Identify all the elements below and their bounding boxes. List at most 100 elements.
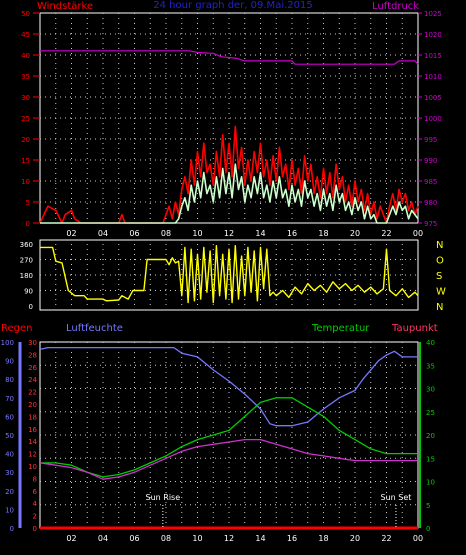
climate-panel: Regen Luftfeuchte Temperatur Taupunkt 02… bbox=[1, 323, 438, 543]
x-tick-label: 02 bbox=[66, 229, 76, 238]
y-tick-label-inner: 8 bbox=[33, 475, 37, 483]
y-tick-label-right: W bbox=[436, 287, 446, 298]
dewpoint-axis-label: Taupunkt bbox=[391, 323, 438, 334]
y-tick-label-left: 50 bbox=[21, 10, 30, 18]
series-direction bbox=[40, 244, 419, 304]
y-tick-label-right: 1025 bbox=[424, 10, 442, 18]
x-tick-label: 08 bbox=[161, 534, 171, 543]
series-dewpoint bbox=[39, 438, 418, 480]
y-tick-label-left: 40 bbox=[21, 52, 30, 60]
series-temperature bbox=[40, 397, 418, 478]
x-tick-label: 06 bbox=[129, 534, 139, 543]
y-tick-label-left: 25 bbox=[21, 115, 30, 123]
y-tick-label-right: 25 bbox=[426, 409, 435, 417]
y-tick-label-outer: 100 bbox=[1, 339, 14, 347]
y-tick-label-left: 270 bbox=[20, 257, 33, 265]
y-tick-label-right: 20 bbox=[426, 432, 435, 440]
y-tick-label-right: 995 bbox=[424, 136, 437, 144]
x-tick-label: 18 bbox=[318, 229, 328, 238]
x-tick-label: 20 bbox=[350, 534, 360, 543]
y-tick-label-left: 30 bbox=[21, 94, 30, 102]
y-tick-label-left: 0 bbox=[29, 303, 33, 311]
y-tick-label-inner: 12 bbox=[28, 451, 37, 459]
y-tick-label-right: N bbox=[436, 302, 443, 313]
y-tick-label-inner: 10 bbox=[28, 463, 37, 471]
y-tick-label-right: 1010 bbox=[424, 73, 442, 81]
y-tick-label-outer: 80 bbox=[5, 376, 14, 384]
y-tick-label-right: 990 bbox=[424, 157, 437, 165]
y-tick-label-inner: 18 bbox=[28, 413, 37, 421]
x-tick-label: 22 bbox=[381, 534, 391, 543]
x-tick-label: 22 bbox=[381, 229, 391, 238]
y-tick-label-inner: 24 bbox=[28, 376, 37, 384]
x-tick-label: 02 bbox=[66, 534, 76, 543]
y-tick-label-right: 35 bbox=[426, 362, 435, 370]
y-tick-label-inner: 16 bbox=[28, 426, 37, 434]
y-tick-label-inner: 4 bbox=[33, 500, 38, 508]
temperature-axis-label: Temperatur bbox=[311, 323, 370, 334]
x-tick-label: 12 bbox=[224, 229, 234, 238]
y-tick-label-left: 0 bbox=[26, 220, 30, 228]
y-tick-label-inner: 22 bbox=[28, 389, 37, 397]
x-tick-label: 04 bbox=[98, 229, 108, 238]
x-tick-label: 14 bbox=[255, 229, 265, 238]
y-tick-label-outer: 30 bbox=[5, 469, 14, 477]
y-tick-label-right: 980 bbox=[424, 199, 437, 207]
y-tick-label-right: 985 bbox=[424, 178, 437, 186]
y-tick-label-left: 90 bbox=[24, 288, 33, 296]
series-wind bbox=[40, 163, 419, 224]
sun-marker-label: Sun Rise bbox=[146, 493, 181, 502]
y-tick-label-right: S bbox=[436, 271, 442, 282]
y-tick-label-right: 1015 bbox=[424, 52, 442, 60]
wind-pressure-panel: 24 hour graph der, 09.Mai.2015 Windstärk… bbox=[21, 0, 442, 238]
y-tick-label-right: 1005 bbox=[424, 94, 442, 102]
x-tick-label: 04 bbox=[98, 534, 108, 543]
y-tick-label-right: N bbox=[436, 240, 443, 251]
y-tick-label-outer: 90 bbox=[5, 358, 14, 366]
y-tick-label-outer: 50 bbox=[5, 432, 14, 440]
y-tick-label-left: 180 bbox=[20, 272, 33, 280]
y-tick-label-left: 15 bbox=[21, 157, 30, 165]
pressure-axis-label: Luftdruck bbox=[372, 1, 419, 12]
y-tick-label-right: 40 bbox=[426, 339, 435, 347]
y-tick-label-left: 20 bbox=[21, 136, 30, 144]
series-pressure bbox=[40, 50, 419, 65]
y-tick-label-outer: 0 bbox=[10, 525, 14, 533]
title: 24 hour graph der, 09.Mai.2015 bbox=[153, 0, 312, 11]
sun-marker-label: Sun Set bbox=[380, 493, 411, 502]
y-tick-label-right: 1020 bbox=[424, 31, 442, 39]
y-tick-label-outer: 40 bbox=[5, 451, 14, 459]
wind-axis-label: Windstärke bbox=[37, 1, 93, 12]
y-tick-label-inner: 28 bbox=[28, 351, 37, 359]
x-tick-label: 20 bbox=[350, 229, 360, 238]
y-tick-label-outer: 10 bbox=[5, 506, 14, 514]
humidity-axis-label: Luftfeuchte bbox=[66, 323, 123, 334]
y-tick-label-inner: 6 bbox=[33, 488, 38, 496]
y-tick-label-right: 5 bbox=[426, 502, 430, 510]
x-tick-label: 00 bbox=[413, 229, 423, 238]
y-tick-label-right: O bbox=[436, 256, 444, 267]
x-tick-label: 08 bbox=[161, 229, 171, 238]
x-tick-label: 10 bbox=[192, 534, 202, 543]
y-tick-label-right: 15 bbox=[426, 455, 435, 463]
y-tick-label-outer: 70 bbox=[5, 395, 14, 403]
x-tick-label: 00 bbox=[413, 534, 423, 543]
y-tick-label-outer: 60 bbox=[5, 413, 14, 421]
y-tick-label-right: 975 bbox=[424, 220, 437, 228]
y-tick-label-right: 1000 bbox=[424, 115, 442, 123]
y-tick-label-inner: 20 bbox=[28, 401, 37, 409]
y-tick-label-inner: 26 bbox=[28, 364, 37, 372]
x-tick-label: 14 bbox=[255, 534, 265, 543]
y-tick-label-right: 0 bbox=[426, 525, 430, 533]
x-tick-label: 12 bbox=[224, 534, 234, 543]
series-humidity bbox=[39, 346, 418, 427]
y-tick-label-inner: 30 bbox=[28, 339, 37, 347]
series-gust bbox=[39, 125, 419, 224]
y-tick-label-inner: 14 bbox=[28, 438, 37, 446]
rain-axis-label: Regen bbox=[1, 323, 33, 334]
x-tick-label: 18 bbox=[318, 534, 328, 543]
y-tick-label-inner: 0 bbox=[33, 525, 37, 533]
x-tick-label: 06 bbox=[129, 229, 139, 238]
y-tick-label-inner: 2 bbox=[33, 513, 37, 521]
